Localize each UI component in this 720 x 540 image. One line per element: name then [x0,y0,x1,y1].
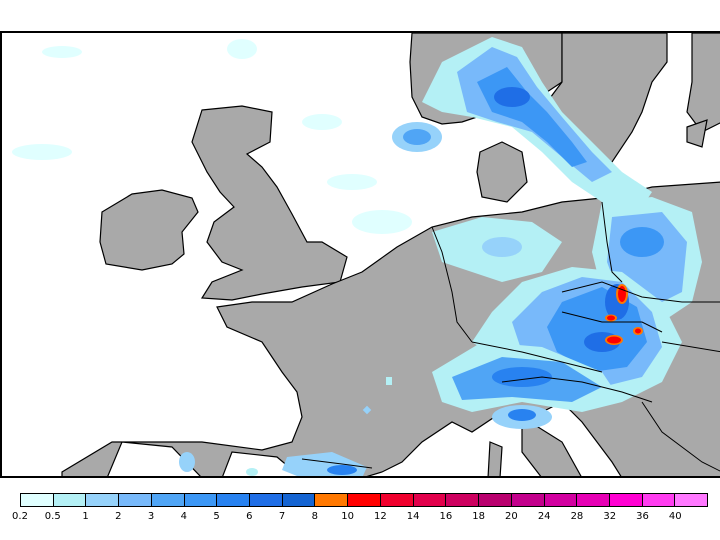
colorbar-swatch [642,494,676,506]
colorbar-tick-label: 8 [311,511,319,522]
colorbar-tick-label: 4 [180,511,187,522]
colorbar-swatch [609,494,643,506]
colorbar-tick-label: 3 [147,511,155,522]
colorbar-tick-label: 6 [246,511,253,522]
colorbar-swatch [53,494,87,506]
colorbar-tick-label: 12 [374,511,387,522]
colorbar-tick-label: 40 [668,511,682,522]
colorbar-swatch [184,494,218,506]
colorbar-tick-label: 18 [472,511,486,522]
colorbar-tick-label: 10 [341,511,354,522]
colorbar-tick-label: 0.5 [44,511,61,522]
colorbar-tick-label: 7 [278,511,286,522]
colorbar-swatch [119,494,152,506]
precip-layer [12,37,702,476]
precipitation-map [0,31,720,478]
map-canvas [12,33,720,476]
colorbar-swatch [217,494,251,506]
colorbar-swatch [282,494,316,506]
colorbar-tick-label: 32 [603,511,617,522]
colorbar-swatch [348,494,381,506]
colorbar-tick-label: 14 [406,511,420,522]
colorbar-swatch [675,494,708,506]
colorbar-swatch [250,494,283,506]
colorbar-swatch [380,494,414,506]
colorbar-tick-label: 0.2 [12,511,28,522]
colorbar-swatch [544,494,578,506]
colorbar-tick-label: 24 [537,511,551,522]
colorbar-tick-label: 16 [439,511,453,522]
colorbar-tick-label: 1 [82,511,89,522]
colorbar-swatch [151,494,185,506]
colorbar-swatch [86,494,120,506]
colorbar-swatch [21,494,54,506]
colorbar-tick-label: 36 [636,511,649,522]
colorbar-tick-label: 28 [570,511,584,522]
colorbar-swatch [413,494,447,506]
border-layer [301,201,720,472]
colorbar-tick-labels: 0.2 0.5 1 2 3 4 5 6 7 8 10 12 14 16 18 20 24 28 32 36 40 [12,511,708,525]
colorbar-legend [20,493,708,507]
colorbar-swatch [446,494,480,506]
colorbar-tick-label: 2 [115,511,122,522]
colorbar-swatch [479,494,512,506]
colorbar-tick-label: 5 [213,511,220,522]
colorbar-swatch [511,494,545,506]
colorbar-swatch [577,494,610,506]
colorbar-tick-label: 20 [505,511,518,522]
colorbar-swatch [315,494,349,506]
